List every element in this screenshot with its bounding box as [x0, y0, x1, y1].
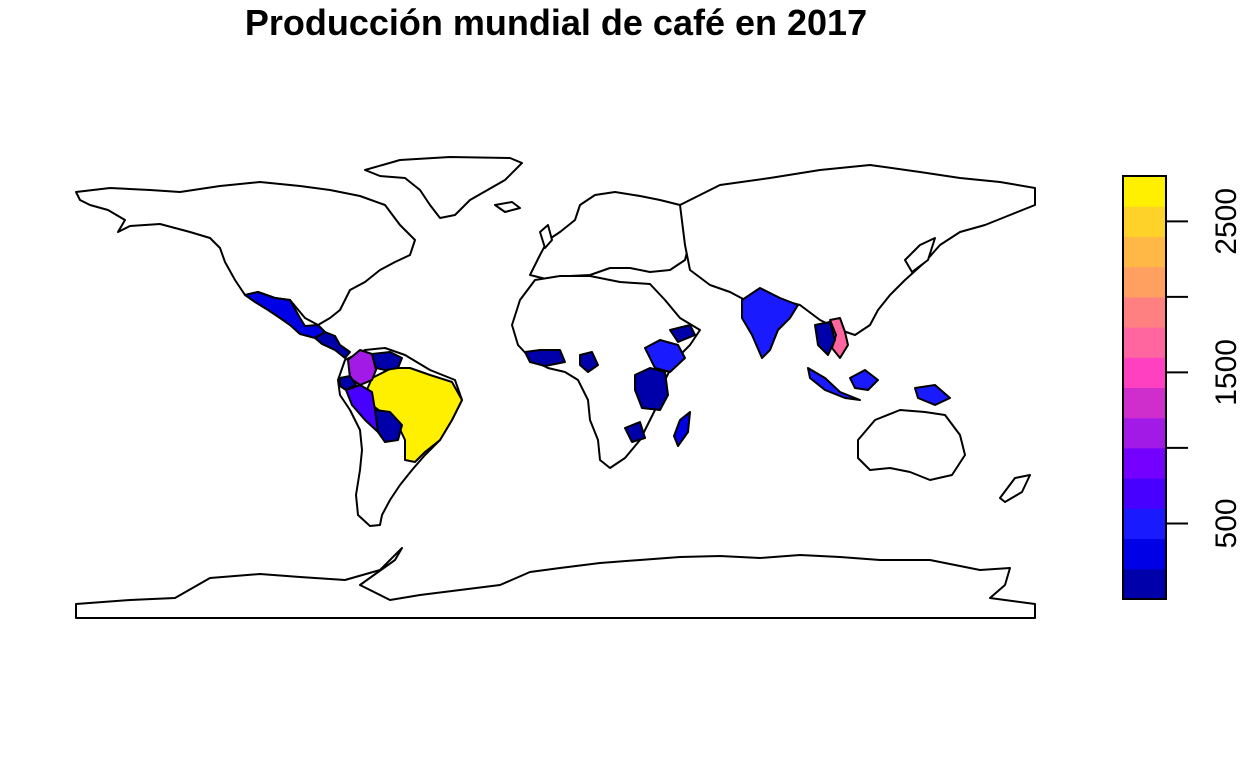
country-venezuela: [371, 351, 403, 371]
legend-swatch: [1123, 266, 1166, 298]
legend-frame: [1122, 175, 1167, 600]
legend-swatch: [1123, 447, 1166, 479]
legend-swatch: [1123, 206, 1166, 237]
country-cameroon: [579, 351, 599, 373]
country-yemen: [669, 324, 696, 343]
legend-swatch: [1123, 327, 1166, 358]
country-papua: [914, 384, 951, 406]
legend-tick-label: 1500: [1210, 339, 1243, 406]
country-east-africa: [634, 367, 669, 411]
country-ethiopia: [644, 339, 686, 373]
country-bolivia: [374, 409, 403, 443]
new-zealand: [999, 474, 1031, 503]
country-laos-thailand: [814, 321, 836, 356]
africa: [511, 275, 701, 469]
legend-swatch: [1123, 387, 1166, 419]
north-america: [75, 181, 416, 326]
country-southern-africa: [624, 421, 646, 443]
antarctica: [75, 547, 1036, 619]
legend-tick-label: 500: [1210, 498, 1243, 548]
country-indonesia-borneo: [849, 369, 879, 391]
legend-swatch: [1123, 357, 1166, 388]
legend-swatch: [1123, 508, 1166, 540]
legend-swatch: [1123, 417, 1166, 449]
legend-swatch: [1123, 176, 1166, 207]
country-india: [741, 287, 799, 359]
country-indonesia: [807, 367, 861, 401]
legend-swatch: [1123, 478, 1166, 509]
iceland: [494, 201, 521, 213]
uk: [539, 224, 553, 249]
chart-title: Producción mundial de café en 2017: [244, 2, 868, 43]
country-west-africa: [524, 349, 566, 367]
japan: [904, 237, 936, 273]
country-vietnam: [829, 317, 849, 359]
country-central-america: [314, 331, 351, 359]
australia: [857, 409, 966, 481]
greenland: [364, 156, 523, 219]
legend-swatch: [1123, 568, 1166, 600]
legend-swatch: [1123, 296, 1166, 328]
legend-swatch: [1123, 538, 1166, 570]
legend-swatch: [1123, 236, 1166, 268]
legend-tick-label: 2500: [1210, 188, 1243, 255]
country-madagascar: [673, 411, 691, 447]
